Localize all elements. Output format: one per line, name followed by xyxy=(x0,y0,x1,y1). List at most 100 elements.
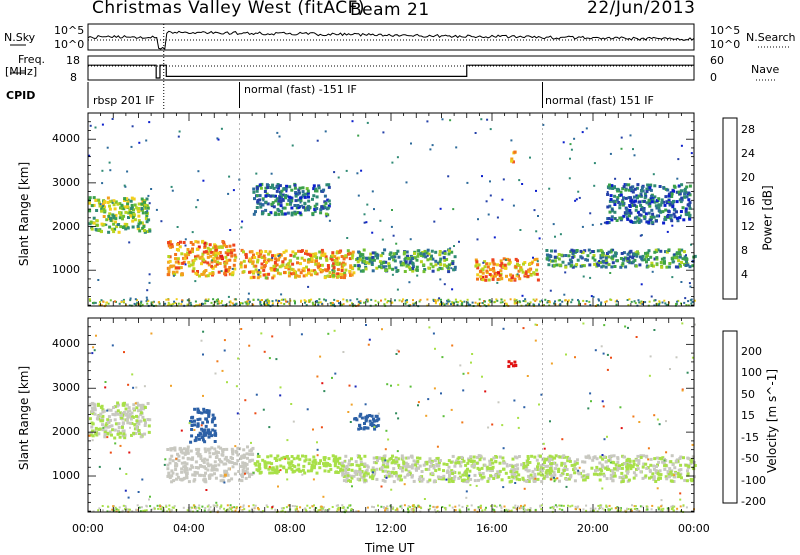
power-echo-cell xyxy=(437,268,440,271)
power-echo-cell xyxy=(307,190,310,193)
power-echo-cell xyxy=(288,185,291,188)
power-echo-cell xyxy=(444,283,446,285)
power-echo-cell xyxy=(147,207,150,210)
velocity-echo-cell xyxy=(434,387,436,389)
power-echo-cell xyxy=(660,261,663,264)
power-echo-cell xyxy=(673,253,675,255)
power-echo-cell xyxy=(230,302,232,304)
power-echo-cell xyxy=(571,149,573,151)
power-echo-cell xyxy=(523,300,525,302)
velocity-echo-cell xyxy=(477,479,480,482)
power-echo-cell xyxy=(664,195,667,198)
power-echo-cell xyxy=(304,196,307,199)
power-echo-cell xyxy=(165,299,167,301)
velocity-echo-cell xyxy=(599,468,602,471)
power-echo-cell xyxy=(474,265,477,268)
velocity-echo-cell xyxy=(371,415,374,418)
velocity-echo-cell xyxy=(565,478,568,481)
power-echo-cell xyxy=(283,251,286,254)
power-echo-cell xyxy=(371,232,373,234)
power-echo-cell xyxy=(375,267,378,270)
power-echo-cell xyxy=(299,187,302,190)
velocity-echo-cell xyxy=(410,386,412,388)
velocity-echo-cell xyxy=(425,468,428,471)
power-echo-cell xyxy=(253,299,255,301)
velocity-echo-cell xyxy=(626,508,628,510)
power-echo-cell xyxy=(628,298,630,300)
velocity-echo-cell xyxy=(560,462,563,465)
power-echo-cell xyxy=(291,212,294,215)
velocity-echo-cell xyxy=(458,472,461,475)
velocity-echo-cell xyxy=(135,415,138,418)
power-echo-cell xyxy=(287,199,290,202)
velocity-echo-cell xyxy=(184,464,187,467)
velocity-echo-cell xyxy=(252,447,255,450)
power-echo-cell xyxy=(232,271,235,274)
velocity-echo-cell xyxy=(378,413,380,415)
power-echo-cell xyxy=(519,300,521,302)
power-echo-cell xyxy=(259,194,262,197)
power-echo-cell xyxy=(147,195,149,197)
velocity-echo-cell xyxy=(449,505,451,507)
power-echo-cell xyxy=(91,228,94,231)
velocity-echo-cell xyxy=(503,328,505,330)
velocity-echo-cell xyxy=(320,506,322,508)
power-echo-cell xyxy=(365,267,368,270)
velocity-echo-cell xyxy=(253,472,255,474)
power-echo-cell xyxy=(177,226,179,228)
power-echo-cell xyxy=(630,188,633,191)
velocity-echo-cell xyxy=(418,457,421,460)
velocity-echo-cell xyxy=(231,449,234,452)
velocity-echo-cell xyxy=(128,406,131,409)
power-echo-cell xyxy=(537,279,540,282)
power-echo-cell xyxy=(225,269,228,272)
velocity-echo-cell xyxy=(235,450,238,453)
power-echo-cell xyxy=(492,278,495,281)
velocity-echo-cell xyxy=(193,429,195,431)
power-echo-cell xyxy=(536,263,539,266)
power-echo-cell xyxy=(97,279,99,281)
power-echo-cell xyxy=(88,209,91,212)
power-echo-cell xyxy=(131,146,133,148)
power-echo-cell xyxy=(409,268,412,271)
velocity-echo-cell xyxy=(325,463,328,466)
power-echo-cell xyxy=(610,194,613,197)
velocity-echo-cell xyxy=(90,426,93,429)
power-echo-cell xyxy=(593,263,596,266)
velocity-echo-cell xyxy=(170,474,173,477)
velocity-echo-cell xyxy=(425,415,427,417)
power-echo-cell xyxy=(300,300,302,302)
power-echo-cell xyxy=(351,274,354,277)
velocity-echo-cell xyxy=(673,474,675,476)
power-echo-cell xyxy=(629,178,631,180)
velocity-echo-cell xyxy=(608,455,611,458)
velocity-echo-cell xyxy=(635,474,638,477)
velocity-echo-cell xyxy=(569,505,571,507)
velocity-echo-cell xyxy=(97,509,99,511)
velocity-echo-cell xyxy=(102,427,104,429)
velocity-echo-cell xyxy=(226,381,228,383)
power-echo-cell xyxy=(325,183,328,186)
velocity-echo-cell xyxy=(94,349,96,351)
velocity-echo-cell xyxy=(553,506,555,508)
velocity-echo-cell xyxy=(236,459,239,462)
power-echo-cell xyxy=(253,197,256,200)
velocity-echo-cell xyxy=(123,411,126,414)
velocity-echo-cell xyxy=(319,459,322,462)
velocity-echo-cell xyxy=(122,432,125,435)
power-echo-cell xyxy=(634,188,637,191)
velocity-echo-cell xyxy=(524,488,526,490)
power-echo-cell xyxy=(251,250,254,253)
power-echo-cell xyxy=(214,245,217,248)
power-echo-cell xyxy=(364,222,366,224)
power-echo-cell xyxy=(508,259,511,262)
velocity-echo-cell xyxy=(302,465,305,468)
power-echo-cell xyxy=(265,194,268,197)
velocity-echo-cell xyxy=(140,407,143,410)
power-echo-cell xyxy=(289,254,292,257)
velocity-echo-cell xyxy=(208,452,211,455)
velocity-echo-cell xyxy=(582,323,584,325)
velocity-echo-cell xyxy=(375,456,378,459)
velocity-echo-cell xyxy=(228,468,231,471)
power-echo-cell xyxy=(195,301,197,303)
